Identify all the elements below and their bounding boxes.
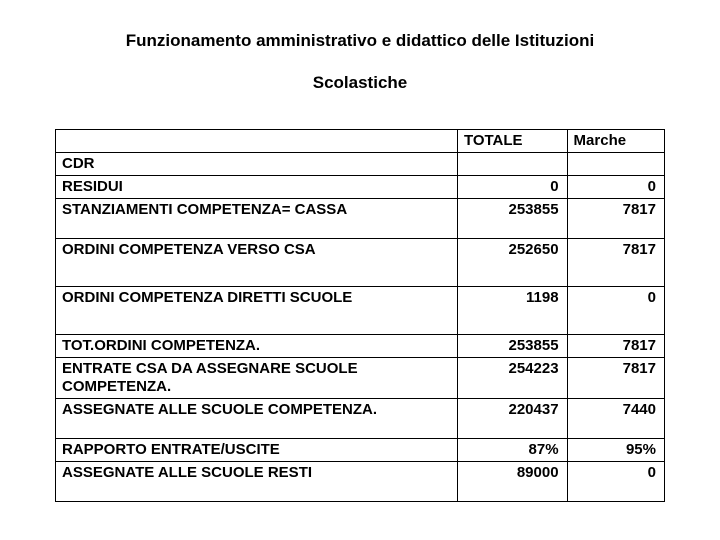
row-label: ASSEGNATE ALLE SCUOLE RESTI xyxy=(56,462,458,502)
page-title: Funzionamento amministrativo e didattico… xyxy=(55,28,665,95)
row-marche: 7817 xyxy=(567,335,664,358)
header-label xyxy=(56,130,458,153)
data-table: TOTALE Marche CDRRESIDUI00STANZIAMENTI C… xyxy=(55,129,665,502)
title-line-2: Scolastiche xyxy=(55,70,665,96)
row-label: ASSEGNATE ALLE SCUOLE COMPETENZA. xyxy=(56,399,458,439)
header-totale: TOTALE xyxy=(457,130,567,153)
row-label: ENTRATE CSA DA ASSEGNARE SCUOLE COMPETEN… xyxy=(56,358,458,399)
row-label: STANZIAMENTI COMPETENZA= CASSA xyxy=(56,199,458,239)
row-totale: 87% xyxy=(457,439,567,462)
table-row: STANZIAMENTI COMPETENZA= CASSA2538557817 xyxy=(56,199,665,239)
row-marche xyxy=(567,153,664,176)
row-totale xyxy=(457,153,567,176)
table-row: ORDINI COMPETENZA DIRETTI SCUOLE11980 xyxy=(56,287,665,335)
row-totale: 1198 xyxy=(457,287,567,335)
row-totale: 89000 xyxy=(457,462,567,502)
row-marche: 7817 xyxy=(567,358,664,399)
row-marche: 7440 xyxy=(567,399,664,439)
table-row: RESIDUI00 xyxy=(56,176,665,199)
document-page: Funzionamento amministrativo e didattico… xyxy=(0,0,720,522)
row-label: CDR xyxy=(56,153,458,176)
table-row: ASSEGNATE ALLE SCUOLE RESTI890000 xyxy=(56,462,665,502)
row-marche: 0 xyxy=(567,462,664,502)
row-marche: 95% xyxy=(567,439,664,462)
row-label: ORDINI COMPETENZA VERSO CSA xyxy=(56,239,458,287)
row-marche: 7817 xyxy=(567,199,664,239)
table-row: ORDINI COMPETENZA VERSO CSA2526507817 xyxy=(56,239,665,287)
row-marche: 7817 xyxy=(567,239,664,287)
row-totale: 252650 xyxy=(457,239,567,287)
table-row: CDR xyxy=(56,153,665,176)
row-totale: 253855 xyxy=(457,199,567,239)
row-totale: 220437 xyxy=(457,399,567,439)
row-totale: 253855 xyxy=(457,335,567,358)
row-label: ORDINI COMPETENZA DIRETTI SCUOLE xyxy=(56,287,458,335)
row-marche: 0 xyxy=(567,176,664,199)
row-totale: 0 xyxy=(457,176,567,199)
table-row: TOT.ORDINI COMPETENZA.2538557817 xyxy=(56,335,665,358)
title-line-1: Funzionamento amministrativo e didattico… xyxy=(55,28,665,54)
row-label: RESIDUI xyxy=(56,176,458,199)
table-header-row: TOTALE Marche xyxy=(56,130,665,153)
row-label: TOT.ORDINI COMPETENZA. xyxy=(56,335,458,358)
row-label: RAPPORTO ENTRATE/USCITE xyxy=(56,439,458,462)
header-marche: Marche xyxy=(567,130,664,153)
table-row: RAPPORTO ENTRATE/USCITE87%95% xyxy=(56,439,665,462)
table-row: ASSEGNATE ALLE SCUOLE COMPETENZA.2204377… xyxy=(56,399,665,439)
row-totale: 254223 xyxy=(457,358,567,399)
row-marche: 0 xyxy=(567,287,664,335)
table-row: ENTRATE CSA DA ASSEGNARE SCUOLE COMPETEN… xyxy=(56,358,665,399)
